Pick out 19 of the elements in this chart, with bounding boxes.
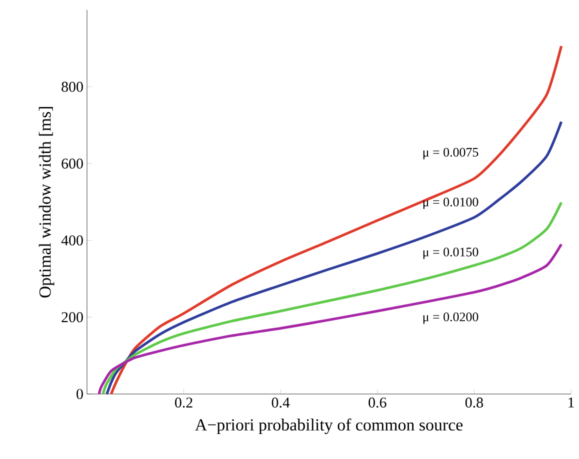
- x-tick-label: 1: [568, 398, 574, 408]
- x-tick-label: 0.6: [368, 398, 386, 408]
- series-label: μ = 0.0075: [423, 148, 478, 160]
- line-series: [98, 242, 563, 396]
- y-tick-label: 400: [61, 235, 83, 246]
- line-series: [110, 44, 563, 396]
- x-axis-title: A−priori probability of common source: [195, 418, 463, 434]
- y-axis-title: Optimal window width [ms]: [38, 107, 54, 298]
- x-tick-label: 0.8: [465, 398, 483, 408]
- y-tick-label: 800: [62, 82, 83, 92]
- x-tick-label: 0.2: [175, 398, 192, 408]
- series-label: μ = 0.0200: [423, 312, 478, 324]
- line-series: [106, 120, 563, 396]
- x-tick-label: 0.4: [272, 398, 290, 408]
- y-tick-label: 200: [62, 312, 83, 322]
- series-label: μ = 0.0150: [423, 248, 478, 260]
- y-tick-label: 600: [62, 158, 83, 169]
- y-tick-label: 0: [76, 388, 83, 400]
- series-label: μ = 0.0100: [423, 198, 478, 210]
